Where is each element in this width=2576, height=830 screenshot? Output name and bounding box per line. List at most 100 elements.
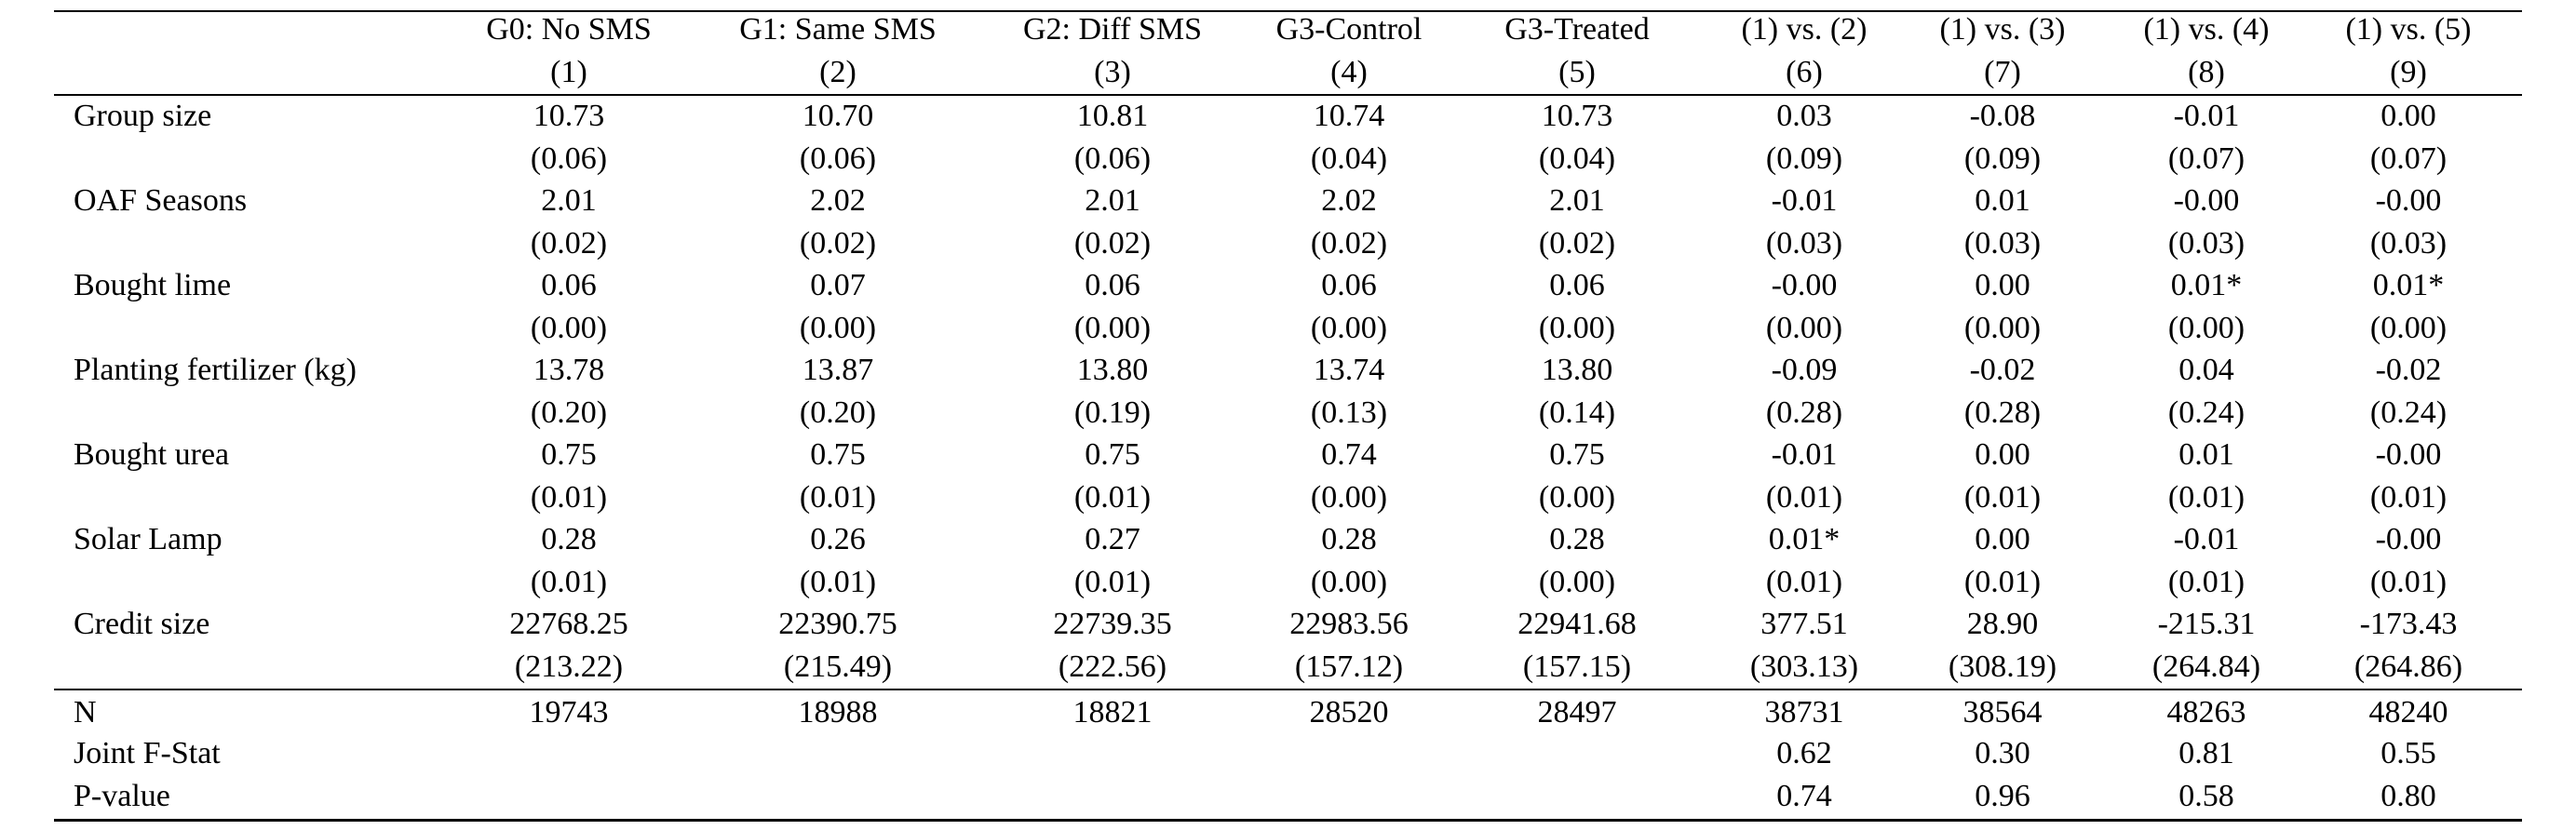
standard-error: (213.22): [514, 649, 624, 684]
row-label: Bought urea: [74, 437, 230, 472]
estimate: 13.74: [1313, 353, 1385, 387]
column-header: G3-Control: [1275, 12, 1423, 47]
column-header: G3-Treated: [1504, 12, 1650, 47]
estimate: 0.06: [1085, 268, 1140, 302]
stat-value: 48240: [2368, 695, 2448, 730]
standard-error: (0.01): [1765, 565, 1843, 599]
standard-error: (0.03): [2167, 226, 2246, 261]
estimate: 13.78: [533, 353, 605, 387]
estimate: 0.75: [810, 437, 866, 472]
estimate: 22941.68: [1517, 607, 1637, 641]
standard-error: (0.00): [2167, 311, 2246, 345]
standard-error: (308.19): [1948, 649, 2057, 684]
column-number: (7): [1984, 55, 2021, 89]
row-label: Credit size: [74, 607, 210, 641]
footer-rule: [54, 689, 2522, 690]
estimate: 0.01*: [2372, 268, 2445, 302]
estimate: 0.00: [1975, 522, 2030, 556]
estimate: 0.03: [1776, 99, 1832, 133]
estimate: 10.73: [533, 99, 605, 133]
stat-value: 0.81: [2178, 736, 2234, 770]
estimate: 0.00: [1975, 437, 2030, 472]
standard-error: (0.01): [2369, 565, 2448, 599]
column-number: (6): [1786, 55, 1823, 89]
estimate: -0.02: [2375, 353, 2442, 387]
standard-error: (0.24): [2369, 395, 2448, 430]
estimate: -0.00: [2375, 183, 2442, 218]
standard-error: (157.15): [1522, 649, 1632, 684]
standard-error: (0.00): [1310, 565, 1388, 599]
standard-error: (0.14): [1538, 395, 1616, 430]
column-header: G2: Diff SMS: [1022, 12, 1203, 47]
column-header: (1) vs. (4): [2143, 12, 2270, 47]
standard-error: (0.01): [530, 565, 608, 599]
estimate: 10.74: [1313, 99, 1385, 133]
estimate: -173.43: [2359, 607, 2458, 641]
estimate: 22390.75: [778, 607, 897, 641]
standard-error: (0.02): [530, 226, 608, 261]
estimate: 2.01: [1549, 183, 1605, 218]
estimate: 0.06: [1549, 268, 1605, 302]
estimate: 377.51: [1760, 607, 1848, 641]
estimate: -0.00: [2173, 183, 2240, 218]
estimate: -0.01: [1771, 437, 1838, 472]
estimate: -0.01: [1771, 183, 1838, 218]
standard-error: (0.02): [1538, 226, 1616, 261]
column-number: (9): [2390, 55, 2427, 89]
estimate: 2.01: [1085, 183, 1140, 218]
estimate: 28.90: [1966, 607, 2039, 641]
estimate: 0.28: [1549, 522, 1605, 556]
stat-value: 28497: [1537, 695, 1617, 730]
standard-error: (0.20): [530, 395, 608, 430]
standard-error: (0.09): [1963, 141, 2042, 176]
standard-error: (0.00): [1538, 311, 1616, 345]
standard-error: (0.01): [530, 480, 608, 515]
estimate: -215.31: [2157, 607, 2256, 641]
estimate: 0.01*: [2170, 268, 2243, 302]
stat-label: N: [74, 695, 97, 730]
standard-error: (0.01): [1073, 480, 1152, 515]
standard-error: (215.49): [783, 649, 893, 684]
stat-value: 0.30: [1975, 736, 2030, 770]
row-label: Planting fertilizer (kg): [74, 353, 357, 387]
standard-error: (0.00): [1538, 565, 1616, 599]
stat-value: 0.58: [2178, 779, 2234, 813]
estimate: 22768.25: [509, 607, 628, 641]
standard-error: (0.03): [1765, 226, 1843, 261]
standard-error: (0.07): [2369, 141, 2448, 176]
standard-error: (0.00): [1073, 311, 1152, 345]
estimate: -0.01: [2173, 522, 2240, 556]
standard-error: (0.00): [530, 311, 608, 345]
row-label: Bought lime: [74, 268, 232, 302]
column-number: (4): [1330, 55, 1368, 89]
column-number: (2): [819, 55, 856, 89]
estimate: 13.80: [1076, 353, 1149, 387]
standard-error: (264.86): [2353, 649, 2463, 684]
estimate: -0.00: [2375, 437, 2442, 472]
stat-label: Joint F-Stat: [74, 736, 221, 770]
standard-error: (0.01): [1963, 480, 2042, 515]
standard-error: (0.00): [1765, 311, 1843, 345]
estimate: 0.07: [810, 268, 866, 302]
standard-error: (222.56): [1058, 649, 1167, 684]
standard-error: (0.03): [1963, 226, 2042, 261]
estimate: 0.00: [1975, 268, 2030, 302]
standard-error: (0.00): [2369, 311, 2448, 345]
standard-error: (0.01): [1073, 565, 1152, 599]
stat-value: 48263: [2166, 695, 2246, 730]
estimate: 13.80: [1541, 353, 1613, 387]
row-label: Group size: [74, 99, 212, 133]
estimate: 0.74: [1321, 437, 1377, 472]
standard-error: (0.00): [799, 311, 877, 345]
estimate: 0.28: [1321, 522, 1377, 556]
estimate: -0.02: [1969, 353, 2036, 387]
standard-error: (0.00): [1963, 311, 2042, 345]
column-number: (8): [2188, 55, 2225, 89]
estimate: 0.00: [2380, 99, 2436, 133]
stat-label: P-value: [74, 779, 170, 813]
standard-error: (0.03): [2369, 226, 2448, 261]
estimate: -0.01: [2173, 99, 2240, 133]
stat-value: 0.74: [1776, 779, 1832, 813]
estimate: 0.01: [2178, 437, 2234, 472]
